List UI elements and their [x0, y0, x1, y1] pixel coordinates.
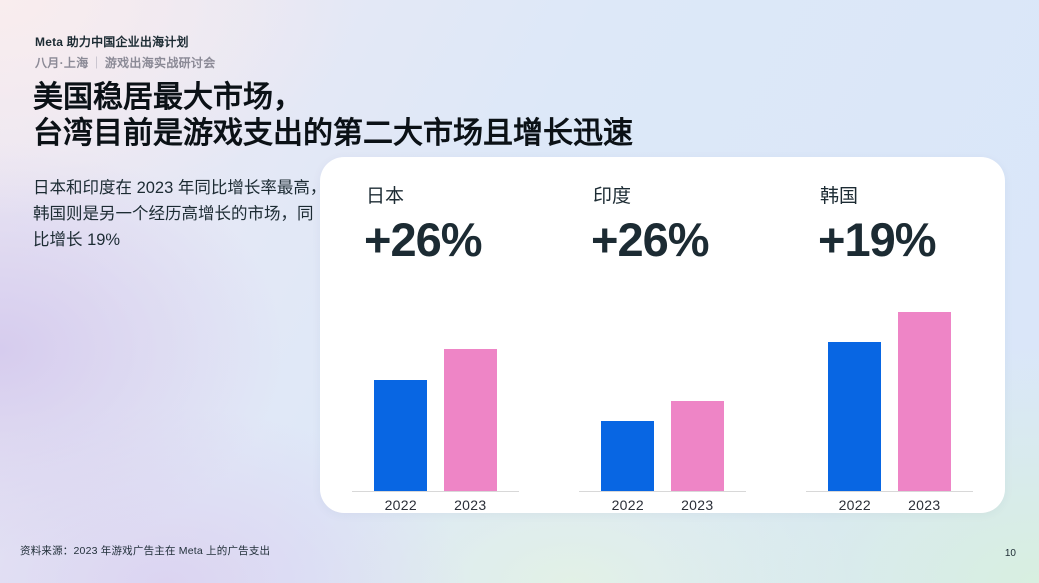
axis-line	[806, 491, 973, 492]
subtitle-separator: ｜	[90, 56, 103, 70]
year-labels: 2022 2023	[806, 497, 973, 513]
bar-plot	[579, 311, 746, 491]
chart-group-india: 印度 +26% 2022 2023	[579, 184, 746, 513]
axis-line	[579, 491, 746, 492]
page-number: 10	[1004, 548, 1016, 559]
growth-value: +19%	[818, 213, 937, 266]
bar-2022	[601, 421, 654, 491]
year-labels: 2022 2023	[352, 497, 519, 513]
year-label-2022: 2022	[384, 497, 417, 513]
year-label-2022: 2022	[611, 497, 644, 513]
bar-2023	[671, 401, 724, 491]
page-title-line1: 美国稳居最大市场，	[33, 81, 303, 114]
growth-value: +26%	[591, 213, 710, 266]
chart-group-japan: 日本 +26% 2022 2023	[352, 184, 519, 513]
year-label-2023: 2023	[454, 497, 487, 513]
bar-2022	[828, 342, 881, 491]
event-date-location: 八月·上海	[35, 56, 89, 70]
year-label-2023: 2023	[908, 497, 941, 513]
year-label-2023: 2023	[681, 497, 714, 513]
year-label-2022: 2022	[838, 497, 871, 513]
event-subtitle: 八月·上海｜游戏出海实战研讨会	[35, 54, 216, 71]
axis-line	[352, 491, 519, 492]
chart-card: 日本 +26% 2022 2023 印度 +26% 2022 2023	[320, 157, 1005, 513]
description-text: 日本和印度在 2023 年同比增长率最高，韩国则是另一个经历高增长的市场，同比增…	[33, 179, 327, 249]
page-title-line2: 台湾目前是游戏支出的第二大市场且增长迅速	[33, 117, 633, 150]
year-labels: 2022 2023	[579, 497, 746, 513]
bar-2023	[898, 312, 951, 491]
program-title: Meta 助力中国企业出海计划	[35, 35, 189, 49]
chart-group-korea: 韩国 +19% 2022 2023	[806, 184, 973, 513]
country-label: 韩国	[820, 186, 859, 207]
growth-value: +26%	[364, 213, 483, 266]
event-name: 游戏出海实战研讨会	[104, 56, 216, 70]
country-label: 日本	[366, 186, 405, 207]
source-note: 资料来源：2023 年游戏广告主在 Meta 上的广告支出	[20, 545, 271, 557]
slide-header: Meta 助力中国企业出海计划 八月·上海｜游戏出海实战研讨会	[35, 33, 216, 71]
bar-plot	[806, 311, 973, 491]
page-title: 美国稳居最大市场， 台湾目前是游戏支出的第二大市场且增长迅速	[33, 80, 633, 152]
bar-plot	[352, 311, 519, 491]
country-label: 印度	[593, 186, 632, 207]
bar-2022	[374, 380, 427, 491]
bar-2023	[444, 349, 497, 491]
